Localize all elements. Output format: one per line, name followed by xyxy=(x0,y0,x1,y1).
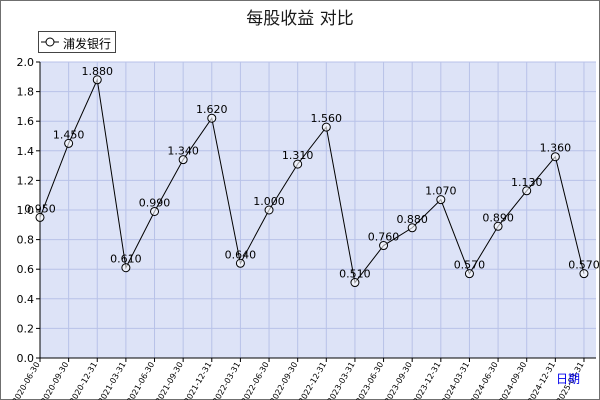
data-label: 0.950 xyxy=(24,202,56,215)
data-point xyxy=(92,75,102,85)
data-label: 0.890 xyxy=(482,211,514,224)
data-label: 1.310 xyxy=(282,149,314,162)
x-tick-label: 2020-09-30 xyxy=(39,361,70,400)
data-point xyxy=(293,159,303,169)
data-point xyxy=(579,269,589,279)
axes xyxy=(39,62,596,359)
x-tick-label: 2024-06-30 xyxy=(469,360,500,400)
data-label: 1.070 xyxy=(425,185,457,198)
data-point xyxy=(436,195,446,205)
x-tick-label: 2024-03-31 xyxy=(440,361,471,400)
x-tick-labels: 2020-06-302020-09-302020-12-312021-03-31… xyxy=(11,360,586,400)
data-point xyxy=(407,223,417,233)
data-label: 1.000 xyxy=(253,195,285,208)
data-point xyxy=(178,155,188,165)
data-label: 1.360 xyxy=(540,142,572,155)
data-label: 0.510 xyxy=(339,268,371,281)
series-line xyxy=(39,78,585,284)
data-label: 0.990 xyxy=(139,196,171,209)
data-point xyxy=(207,113,217,123)
x-axis-label: 日期 xyxy=(556,372,581,386)
x-tick-label: 2022-03-31 xyxy=(211,361,242,400)
x-tick-label: 2021-12-31 xyxy=(182,361,213,400)
y-tick-label: 1.4 xyxy=(17,145,35,158)
data-labels: 0.950 1.450 1.880 0.610 0.990 1.340 1.620 0.640… xyxy=(24,65,599,281)
y-tick-label: 0.8 xyxy=(17,234,35,247)
data-label: 0.880 xyxy=(396,213,428,226)
x-tick-label: 2024-09-30 xyxy=(497,361,528,400)
data-label: 1.620 xyxy=(196,103,228,116)
x-tick-label: 2021-06-30 xyxy=(125,361,156,400)
data-point xyxy=(121,263,131,273)
y-tick-label: 2.0 xyxy=(17,56,35,69)
x-tick-label: 2021-03-31 xyxy=(97,361,128,400)
legend-line-marker-icon xyxy=(41,37,59,47)
data-label: 1.450 xyxy=(53,128,85,141)
data-point xyxy=(464,269,474,279)
grid-lines xyxy=(36,61,596,362)
y-tick-label: 1.2 xyxy=(17,174,35,187)
y-tick-label: 1.0 xyxy=(17,204,35,217)
y-tick-label: 0.0 xyxy=(17,352,35,365)
data-label: 0.570 xyxy=(568,259,600,272)
data-label: 1.130 xyxy=(511,176,543,189)
data-point xyxy=(35,212,45,222)
data-point xyxy=(522,186,532,196)
x-tick-label: 2022-09-30 xyxy=(268,361,299,400)
x-tick-label: 2023-09-30 xyxy=(383,361,414,400)
data-point xyxy=(321,122,331,132)
data-label: 1.340 xyxy=(167,145,199,158)
x-tick-label: 2021-09-30 xyxy=(154,361,185,400)
y-tick-label: 1.8 xyxy=(17,86,35,99)
data-label: 0.610 xyxy=(110,253,142,266)
x-tick-label: 2020-06-30 xyxy=(11,361,42,400)
x-tick-label: 2023-03-31 xyxy=(326,361,357,400)
legend-series-name: 浦发银行 xyxy=(63,37,112,51)
data-point xyxy=(150,206,160,216)
data-label: 1.880 xyxy=(82,65,114,78)
y-tick-label: 0.6 xyxy=(17,263,35,276)
x-tick-label: 2020-12-31 xyxy=(68,361,99,400)
y-tick-label: 0.4 xyxy=(17,293,35,306)
data-label: 0.760 xyxy=(368,231,400,244)
x-tick-label: 2022-12-31 xyxy=(297,361,328,400)
data-point xyxy=(64,138,74,148)
x-tick-label: 2022-06-30 xyxy=(240,361,271,400)
series-group xyxy=(35,75,589,288)
data-point xyxy=(235,258,245,268)
data-label: 0.570 xyxy=(454,259,486,272)
legend: 浦发银行 xyxy=(38,31,116,53)
chart-title: 每股收益 对比 xyxy=(246,9,354,29)
x-tick-label: 2023-06-30 xyxy=(354,361,385,400)
data-point xyxy=(379,241,389,251)
y-tick-labels: 0.0 0.2 0.4 0.6 0.8 1.0 1.2 1.4 1.6 1.8 2.0 xyxy=(17,56,35,365)
data-point xyxy=(550,152,560,162)
data-point xyxy=(264,205,274,215)
data-point xyxy=(350,278,360,288)
data-label: 0.640 xyxy=(225,248,257,261)
x-tick-label: 2023-12-31 xyxy=(412,361,443,400)
data-label: 1.560 xyxy=(311,112,343,125)
y-tick-label: 0.2 xyxy=(17,322,35,335)
x-tick-label: 2024-12-31 xyxy=(526,361,557,400)
y-tick-label: 1.6 xyxy=(17,115,35,128)
data-point xyxy=(493,221,503,231)
